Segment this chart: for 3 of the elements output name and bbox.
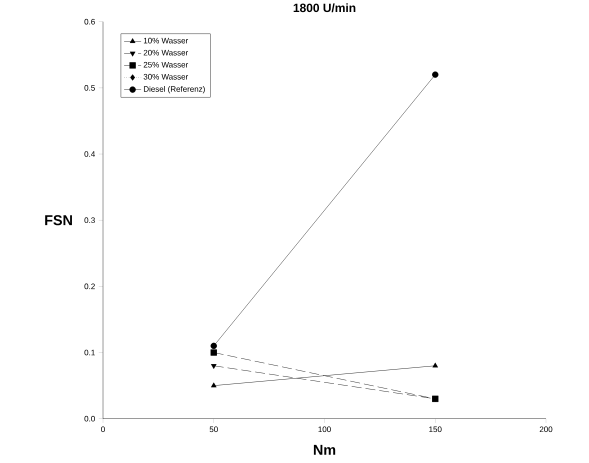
x-axis-title: Nm [314,445,336,455]
y-axis-title: FSN [45,215,72,226]
chart-title: 1800 U/min [294,3,356,12]
